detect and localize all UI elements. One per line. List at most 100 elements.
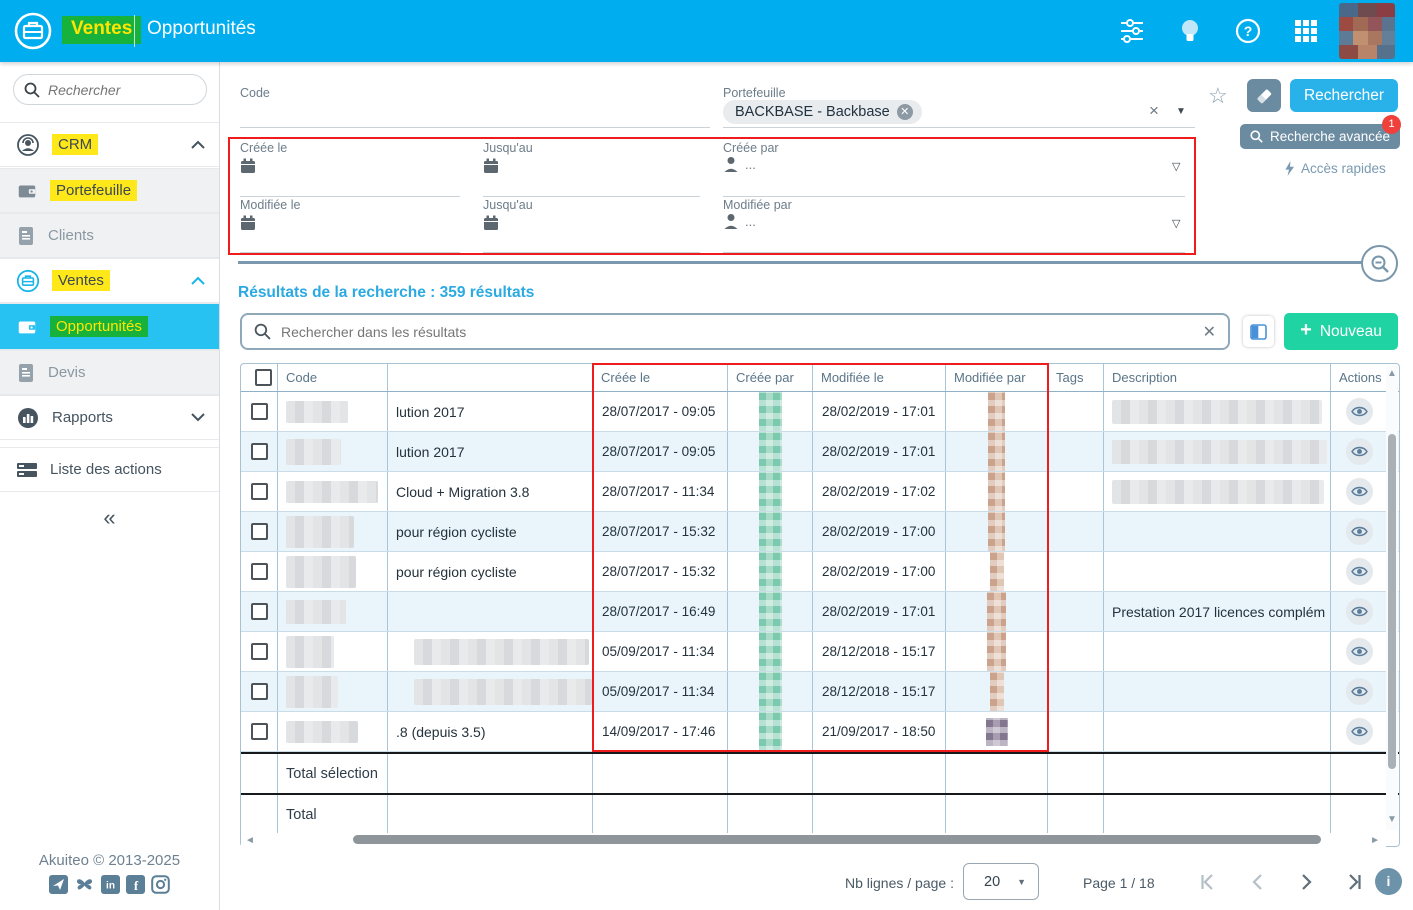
sidebar-item-opportunites[interactable]: Opportunités <box>0 303 219 350</box>
search-button[interactable]: Rechercher <box>1290 79 1398 112</box>
code-input[interactable] <box>240 127 710 128</box>
view-row-button[interactable] <box>1346 598 1373 625</box>
created-from-input[interactable] <box>240 196 460 197</box>
view-row-button[interactable] <box>1346 558 1373 585</box>
facebook-icon[interactable]: f <box>126 875 145 894</box>
table-row[interactable]: .8 (depuis 3.5) 14/09/2017 - 17:46 21/09… <box>241 712 1399 752</box>
user-avatar[interactable] <box>1339 3 1395 59</box>
col-header-description[interactable]: Description <box>1104 364 1331 391</box>
portefeuille-clear-icon[interactable]: × <box>1149 101 1159 120</box>
row-checkbox[interactable] <box>250 683 268 700</box>
col-header-label[interactable] <box>388 364 593 391</box>
portefeuille-chip[interactable]: BACKBASE - Backbase ✕ <box>723 100 922 124</box>
new-button[interactable]: + Nouveau <box>1284 313 1398 350</box>
vertical-scroll-thumb[interactable] <box>1388 434 1396 769</box>
sidebar-item-rapports[interactable]: Rapports <box>0 395 219 440</box>
horizontal-scroll-thumb[interactable] <box>353 835 1321 844</box>
scroll-up-icon[interactable]: ▲ <box>1387 368 1397 379</box>
previous-page-icon[interactable] <box>1247 871 1269 893</box>
rows-per-page-select[interactable]: 20 ▼ <box>963 863 1039 900</box>
calendar-icon[interactable] <box>483 158 499 174</box>
view-row-button[interactable] <box>1346 718 1373 745</box>
horizontal-scrollbar[interactable]: ◄ ► <box>241 833 1386 847</box>
table-row[interactable]: pour région cycliste 28/07/2017 - 15:32 … <box>241 552 1399 592</box>
created-by-input[interactable]: ... <box>723 156 756 173</box>
row-checkbox[interactable] <box>250 403 268 420</box>
quick-access-link[interactable]: Accès rapides <box>1283 161 1386 176</box>
view-row-button[interactable] <box>1346 398 1373 425</box>
col-header-modified-by[interactable]: Modifiée par <box>946 364 1048 391</box>
calendar-icon[interactable] <box>240 215 256 231</box>
table-row[interactable]: pour région cycliste 28/07/2017 - 15:32 … <box>241 512 1399 552</box>
settings-sliders-icon[interactable] <box>1118 17 1146 45</box>
row-checkbox[interactable] <box>250 523 268 540</box>
view-row-button[interactable] <box>1346 478 1373 505</box>
vertical-scrollbar[interactable]: ▲ ▼ <box>1386 366 1398 830</box>
table-row[interactable]: 05/09/2017 - 11:34 28/12/2018 - 15:17 <box>241 632 1399 672</box>
row-checkbox[interactable] <box>250 443 268 460</box>
row-checkbox[interactable] <box>250 603 268 620</box>
sidebar-item-devis[interactable]: Devis <box>0 350 219 395</box>
table-row[interactable]: Cloud + Migration 3.8 28/07/2017 - 11:34… <box>241 472 1399 512</box>
modified-from-input[interactable] <box>240 252 460 253</box>
lightbulb-icon[interactable] <box>1176 17 1204 45</box>
info-icon[interactable]: i <box>1375 868 1402 895</box>
apps-grid-icon[interactable] <box>1292 17 1320 45</box>
view-row-button[interactable] <box>1346 518 1373 545</box>
created-by-dropdown-icon[interactable]: ▽ <box>1172 161 1181 173</box>
sidebar-item-portefeuille[interactable]: Portefeuille <box>0 168 219 213</box>
zoom-out-icon[interactable] <box>1361 245 1398 282</box>
modified-by-dropdown-icon[interactable]: ▽ <box>1172 218 1181 230</box>
scroll-left-icon[interactable]: ◄ <box>245 835 255 846</box>
col-header-tags[interactable]: Tags <box>1048 364 1104 391</box>
sidebar-collapse-icon[interactable]: « <box>103 505 116 530</box>
sidebar-search-input[interactable] <box>48 81 178 98</box>
instagram-icon[interactable] <box>151 875 170 894</box>
sidebar-item-crm[interactable]: CRM <box>0 122 219 167</box>
row-checkbox[interactable] <box>250 643 268 660</box>
table-row[interactable]: lution 2017 28/07/2017 - 09:05 28/02/201… <box>241 392 1399 432</box>
col-header-created[interactable]: Créée le <box>593 364 728 391</box>
calendar-icon[interactable] <box>240 158 256 174</box>
share-plane-icon[interactable] <box>49 875 68 894</box>
clear-filters-button[interactable] <box>1247 79 1281 112</box>
created-to-input[interactable] <box>483 196 700 197</box>
row-checkbox[interactable] <box>250 483 268 500</box>
col-header-created-by[interactable]: Créée par <box>728 364 813 391</box>
first-page-icon[interactable] <box>1198 871 1220 893</box>
view-row-button[interactable] <box>1346 678 1373 705</box>
portefeuille-dropdown-icon[interactable]: ▼ <box>1176 106 1186 117</box>
sidebar-search[interactable] <box>13 74 207 105</box>
view-row-button[interactable] <box>1346 638 1373 665</box>
results-search-input[interactable] <box>281 323 1193 340</box>
sidebar-item-liste-des-actions[interactable]: Liste des actions <box>0 447 219 492</box>
table-row[interactable]: 28/07/2017 - 16:49 28/02/2019 - 17:01 Pr… <box>241 592 1399 632</box>
col-header-code[interactable]: Code <box>278 364 388 391</box>
app-logo-icon[interactable] <box>13 11 53 51</box>
next-page-icon[interactable] <box>1295 871 1317 893</box>
select-all-checkbox[interactable] <box>254 369 272 386</box>
col-header-actions[interactable]: Actions <box>1339 370 1382 385</box>
table-row[interactable]: lution 2017 28/07/2017 - 09:05 28/02/201… <box>241 432 1399 472</box>
module-name[interactable]: Ventes <box>62 16 142 44</box>
scroll-right-icon[interactable]: ► <box>1370 835 1380 846</box>
table-row[interactable]: 05/09/2017 - 11:34 28/12/2018 - 15:17 <box>241 672 1399 712</box>
scroll-down-icon[interactable]: ▼ <box>1387 814 1397 825</box>
col-header-modified[interactable]: Modifiée le <box>813 364 946 391</box>
last-page-icon[interactable] <box>1342 871 1364 893</box>
column-picker-button[interactable] <box>1243 316 1274 347</box>
modified-by-input[interactable]: ... <box>723 213 756 230</box>
sidebar-item-clients[interactable]: Clients <box>0 213 219 258</box>
help-icon[interactable]: ? <box>1234 17 1262 45</box>
view-row-button[interactable] <box>1346 438 1373 465</box>
chip-remove-icon[interactable]: ✕ <box>896 104 913 120</box>
favorite-star-icon[interactable]: ☆ <box>1208 83 1228 108</box>
sidebar-item-ventes[interactable]: Ventes <box>0 258 219 303</box>
results-search[interactable]: ✕ <box>240 313 1230 350</box>
linkedin-icon[interactable]: in <box>101 875 120 894</box>
row-checkbox[interactable] <box>250 563 268 580</box>
advanced-search-button[interactable]: Recherche avancée <box>1240 124 1400 149</box>
butterfly-icon[interactable] <box>74 875 95 894</box>
results-search-clear-icon[interactable]: ✕ <box>1202 323 1216 341</box>
calendar-icon[interactable] <box>483 215 499 231</box>
